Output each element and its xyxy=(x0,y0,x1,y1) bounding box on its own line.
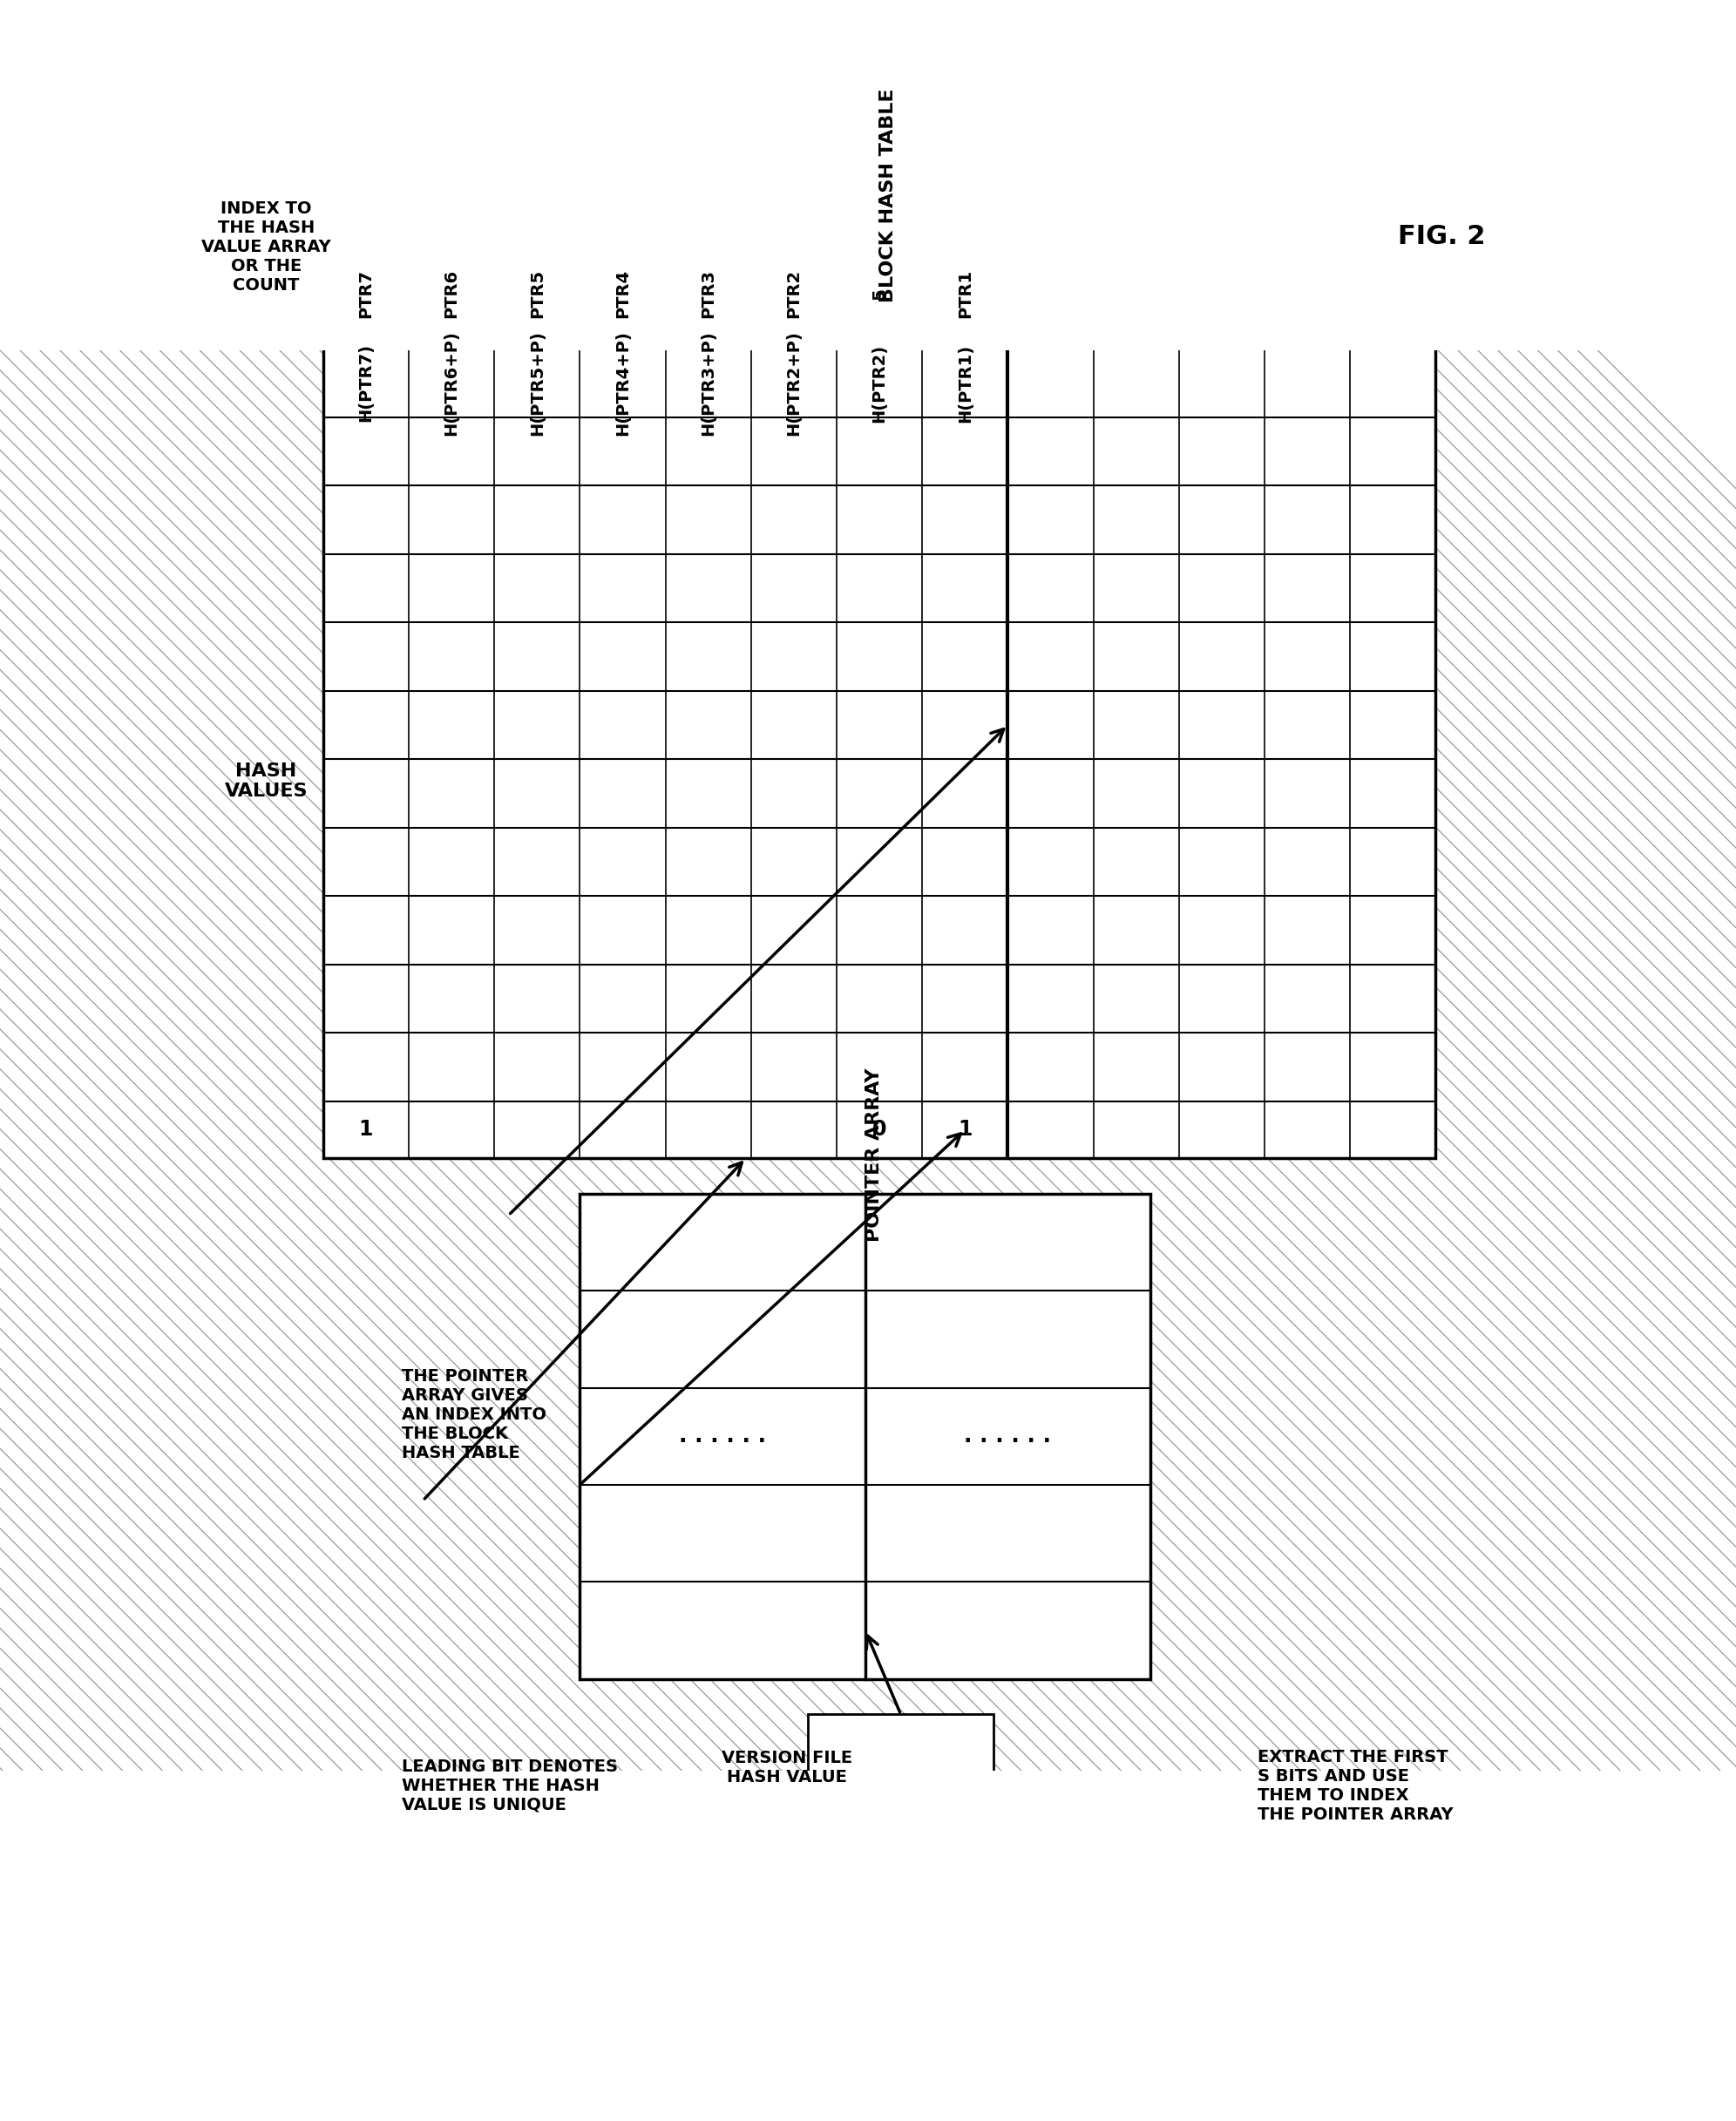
Text: 0: 0 xyxy=(871,1120,887,1141)
Text: PTR3: PTR3 xyxy=(700,269,717,318)
Text: . . . . . .: . . . . . . xyxy=(679,1425,766,1447)
Text: EXTRACT THE FIRST
S BITS AND USE
THEM TO INDEX
THE POINTER ARRAY: EXTRACT THE FIRST S BITS AND USE THEM TO… xyxy=(1257,1748,1453,1822)
Text: LEADING BIT DENOTES
WHETHER THE HASH
VALUE IS UNIQUE: LEADING BIT DENOTES WHETHER THE HASH VAL… xyxy=(401,1758,618,1813)
Text: 5: 5 xyxy=(871,288,887,299)
Text: PTR5: PTR5 xyxy=(529,269,545,318)
Text: H(PTR2): H(PTR2) xyxy=(871,344,887,422)
Text: H(PTR4+P): H(PTR4+P) xyxy=(615,331,630,435)
Text: PTR2: PTR2 xyxy=(786,269,802,318)
Text: FIG. 2: FIG. 2 xyxy=(1397,225,1486,250)
Text: HASH
VALUES: HASH VALUES xyxy=(224,764,307,800)
Text: BLOCK HASH TABLE: BLOCK HASH TABLE xyxy=(880,89,898,303)
Text: INDEX TO
THE HASH
VALUE ARRAY
OR THE
COUNT: INDEX TO THE HASH VALUE ARRAY OR THE COU… xyxy=(201,199,332,293)
Text: H(PTR3+P): H(PTR3+P) xyxy=(700,331,717,435)
Text: H(PTR7): H(PTR7) xyxy=(358,344,375,422)
Text: POINTER ARRAY: POINTER ARRAY xyxy=(865,1067,882,1241)
Text: PTR4: PTR4 xyxy=(615,269,630,318)
Bar xyxy=(807,1714,993,1858)
Text: VERSION FILE
HASH VALUE: VERSION FILE HASH VALUE xyxy=(720,1750,852,1786)
Text: 1: 1 xyxy=(359,1120,373,1141)
Text: . . . . . .: . . . . . . xyxy=(963,1425,1052,1447)
Text: PTR7: PTR7 xyxy=(358,269,375,318)
Text: THE POINTER
ARRAY GIVES
AN INDEX INTO
THE BLOCK
HASH TABLE: THE POINTER ARRAY GIVES AN INDEX INTO TH… xyxy=(401,1368,547,1461)
Bar xyxy=(323,238,1436,1158)
Bar xyxy=(580,1194,1151,1680)
Text: 1: 1 xyxy=(958,1120,972,1141)
Text: H(PTR2+P): H(PTR2+P) xyxy=(786,331,802,435)
Text: H(PTR1): H(PTR1) xyxy=(957,344,974,422)
Text: H(PTR6+P): H(PTR6+P) xyxy=(443,331,460,435)
Text: PTR6: PTR6 xyxy=(443,269,460,318)
Text: PTR1: PTR1 xyxy=(957,269,974,318)
Text: H(PTR5+P): H(PTR5+P) xyxy=(529,331,545,435)
